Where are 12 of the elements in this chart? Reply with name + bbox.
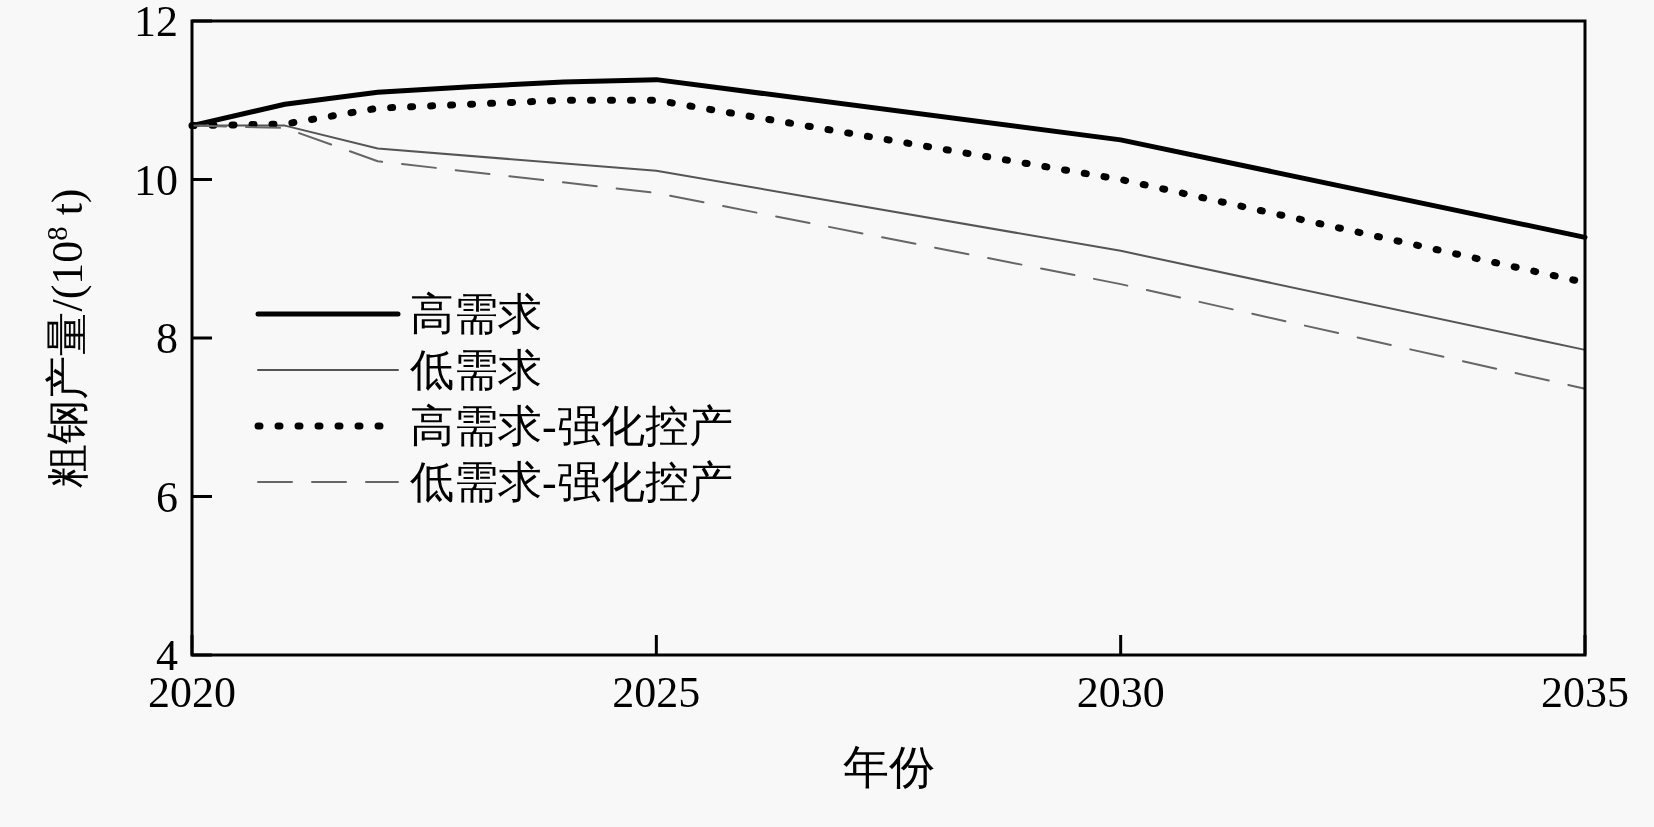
- y-tick-label: 6: [156, 472, 178, 522]
- x-tick-label: 2025: [612, 668, 701, 717]
- legend-label: 高需求: [410, 290, 542, 339]
- legend-label: 低需求-强化控产: [410, 458, 733, 507]
- y-tick-label: 8: [156, 314, 178, 363]
- x-tick-label: 2030: [1076, 668, 1165, 717]
- x-axis-title: 年份: [842, 742, 935, 793]
- x-tick-label: 2035: [1541, 668, 1629, 717]
- legend-label: 高需求-强化控产: [410, 402, 733, 451]
- y-tick-label: 10: [134, 155, 178, 205]
- y-tick-label: 12: [134, 0, 178, 46]
- legend-label: 低需求: [410, 346, 542, 395]
